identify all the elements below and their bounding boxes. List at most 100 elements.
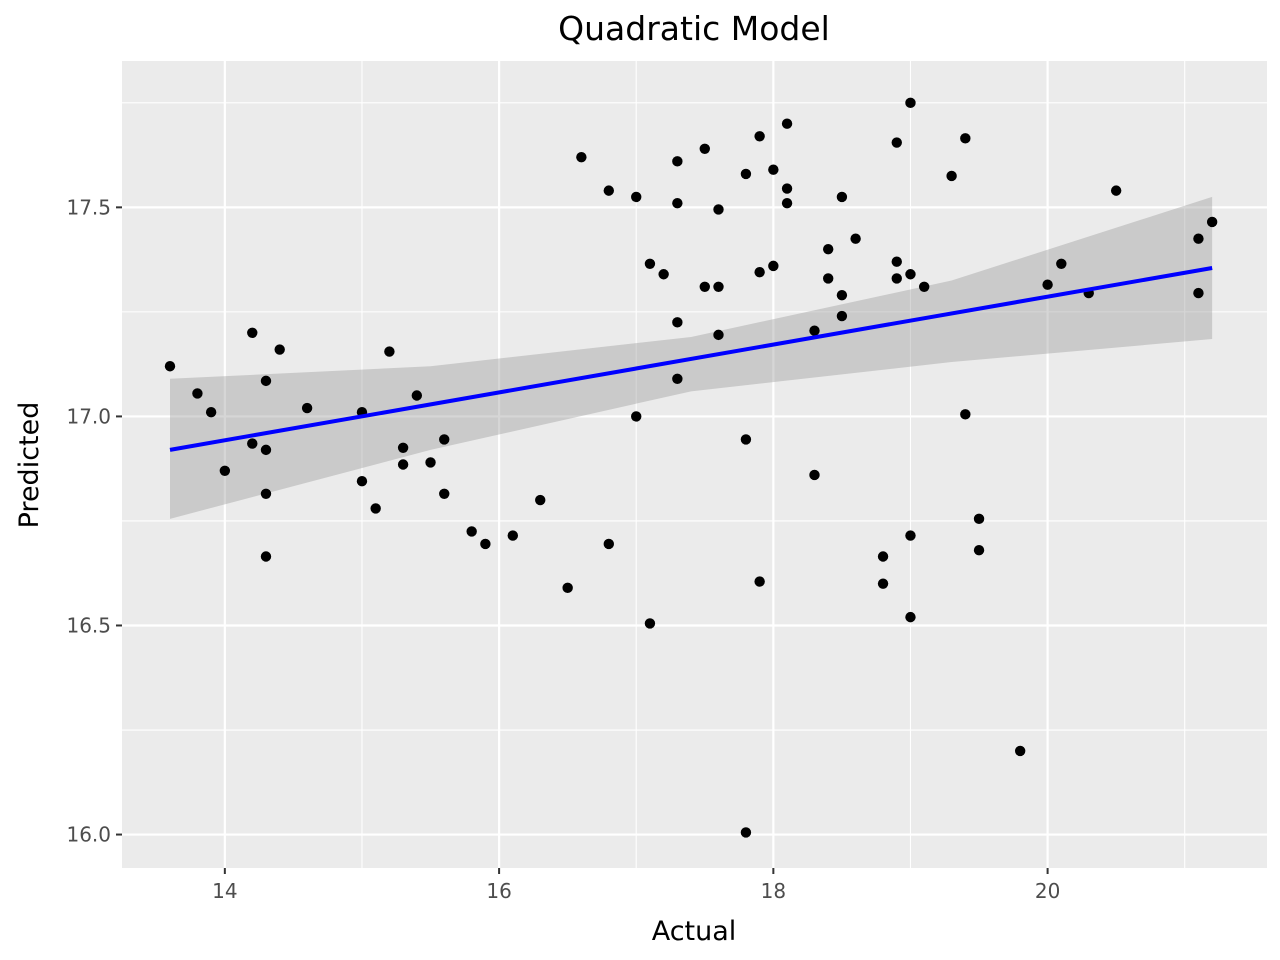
data-point [809, 469, 820, 481]
data-point [877, 551, 889, 562]
data-point [466, 526, 477, 537]
data-point [301, 402, 313, 414]
data-point [535, 494, 546, 506]
data-point [891, 273, 902, 284]
data-point [1042, 279, 1053, 290]
data-point [781, 183, 793, 194]
data-point [809, 325, 820, 336]
data-point [699, 143, 710, 155]
data-point [411, 390, 423, 401]
data-point [822, 273, 834, 284]
data-point [754, 266, 765, 278]
data-point [1056, 258, 1067, 269]
gridlines [122, 61, 1267, 868]
data-point [946, 170, 957, 182]
data-point [836, 289, 848, 301]
x-tick-label: 20 [1035, 879, 1060, 903]
data-point [631, 191, 642, 203]
data-point [425, 457, 436, 468]
chart-title: Quadratic Model [558, 9, 830, 48]
data-point [192, 388, 203, 399]
data-point [1193, 287, 1204, 299]
data-point [370, 503, 381, 514]
data-point [205, 407, 217, 418]
data-point [836, 310, 848, 322]
data-point [397, 459, 409, 470]
x-tick-label: 18 [761, 879, 786, 903]
data-point [658, 269, 669, 280]
data-point [836, 191, 848, 203]
data-point [781, 118, 793, 129]
data-point [905, 611, 916, 623]
data-point [891, 137, 902, 148]
data-point [822, 243, 834, 255]
y-tick-label: 17.0 [66, 404, 111, 428]
data-point [850, 233, 861, 244]
data-point [507, 530, 519, 541]
x-axis: 14 16 18 20 [212, 868, 1060, 903]
data-point [603, 185, 614, 196]
x-tick-label: 16 [486, 879, 511, 903]
data-point [356, 476, 368, 487]
data-point [672, 156, 683, 167]
data-point [247, 438, 258, 449]
data-point [672, 373, 683, 384]
data-point [1193, 233, 1204, 244]
data-point [1014, 745, 1026, 757]
data-point [740, 168, 752, 180]
data-point [1110, 185, 1122, 196]
y-axis-title: Predicted [14, 402, 45, 529]
data-point [891, 256, 902, 267]
y-axis: 16.0 16.5 17.0 17.5 [66, 195, 122, 847]
data-point [713, 204, 724, 215]
data-point [754, 576, 765, 587]
data-point [960, 133, 971, 144]
x-tick-label: 14 [212, 879, 237, 903]
data-point [672, 317, 683, 328]
data-point [973, 545, 985, 556]
data-point [164, 361, 176, 372]
data-point [1206, 216, 1218, 228]
fit-line [169, 266, 1213, 452]
data-point [274, 344, 285, 355]
data-point [672, 197, 683, 209]
data-point [260, 488, 272, 499]
data-point [260, 551, 272, 562]
data-point [768, 164, 779, 175]
data-point [960, 409, 971, 420]
data-point [603, 538, 614, 550]
y-tick-label: 17.5 [66, 195, 111, 219]
data-point [905, 269, 916, 280]
data-point [740, 434, 752, 445]
data-point [562, 582, 573, 594]
data-point [740, 827, 752, 838]
data-point [576, 151, 587, 163]
data-point [905, 530, 916, 541]
data-points [164, 97, 1218, 838]
data-point [260, 375, 272, 387]
data-point [699, 281, 710, 292]
data-point [439, 488, 450, 499]
data-point [768, 260, 779, 272]
x-axis-title: Actual [652, 916, 737, 947]
data-point [260, 444, 272, 456]
data-point [247, 327, 258, 338]
y-tick-label: 16.0 [66, 823, 111, 847]
plot-panel [122, 61, 1267, 868]
data-point [397, 442, 409, 453]
data-point [439, 434, 450, 445]
data-point [631, 411, 642, 422]
y-tick-label: 16.5 [66, 613, 111, 637]
data-point [384, 346, 395, 357]
data-point [877, 578, 889, 589]
data-point [219, 465, 231, 476]
data-point [973, 513, 985, 525]
data-point [644, 258, 656, 269]
data-point [713, 281, 724, 292]
data-point [754, 131, 765, 142]
data-point [918, 281, 930, 292]
data-point [781, 197, 793, 209]
data-point [713, 329, 724, 341]
data-point [905, 97, 916, 109]
